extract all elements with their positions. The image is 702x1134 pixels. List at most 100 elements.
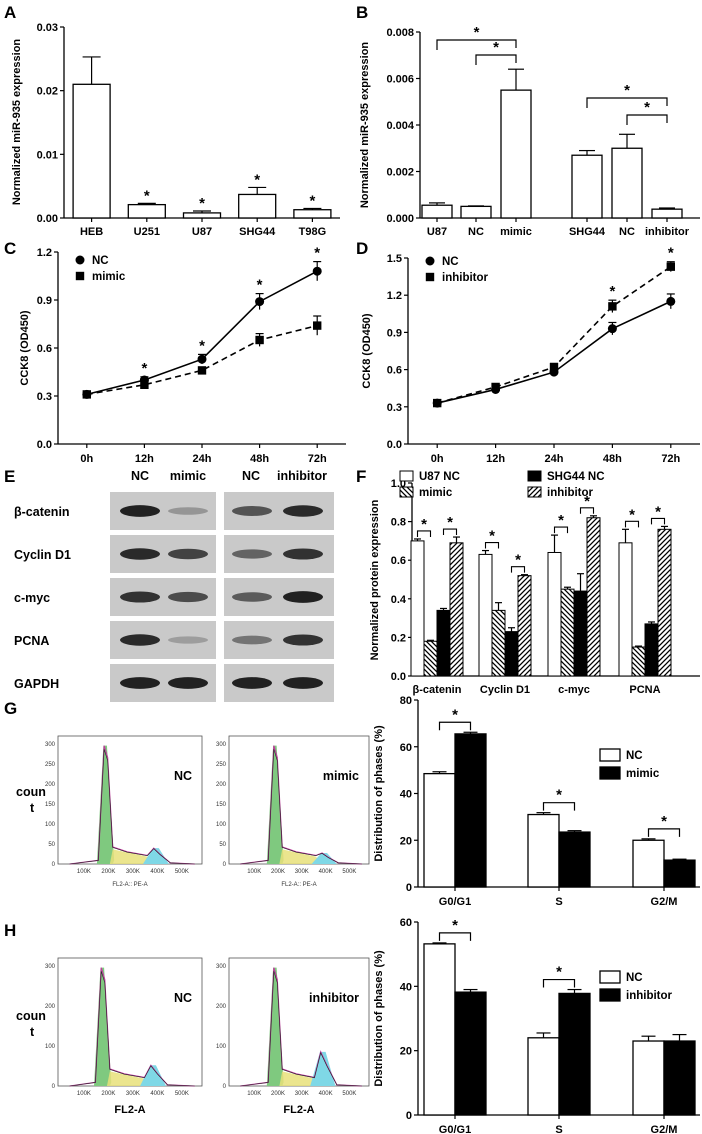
y-axis-title: Normalized miR-935 expression [359, 42, 371, 209]
bar [238, 193, 277, 219]
x-tick-label: 12h [486, 453, 505, 465]
comparison-bracket [579, 507, 595, 514]
histogram-x-tick: 300K [126, 1091, 140, 1097]
bar [454, 733, 487, 888]
y-tick-label: 0.8 [391, 517, 406, 529]
x-tick-label: S [555, 1124, 562, 1134]
blot-band [283, 634, 323, 646]
data-point [608, 302, 617, 311]
x-tick-label: inhibitor [645, 226, 690, 238]
histogram-frame [57, 957, 203, 1087]
histogram-x-tick: 500K [175, 1091, 189, 1097]
legend-marker [75, 271, 85, 281]
histogram-y-tick: 300 [45, 742, 56, 748]
significance-star: * [489, 528, 495, 545]
y-tick-label: 80 [400, 695, 412, 707]
bar [573, 590, 588, 677]
s-phase-fill [109, 849, 155, 864]
histogram-label: inhibitor [309, 991, 359, 1005]
data-point [197, 354, 207, 364]
y-tick-label: 0.0 [37, 439, 52, 451]
x-tick-label: G0/G1 [439, 1124, 471, 1134]
y-axis-title: Distribution of phases (%) [373, 725, 385, 862]
blot-band [232, 549, 272, 559]
x-tick-label: 72h [661, 453, 680, 465]
blot-band [168, 591, 208, 603]
histogram-y-tick: 100 [45, 1044, 56, 1050]
bar [527, 1037, 560, 1116]
significance-star: * [314, 245, 320, 262]
bar [657, 528, 672, 677]
histogram-y-tick: 50 [219, 842, 226, 848]
significance-star: * [447, 514, 453, 531]
x-tick-label: 24h [193, 453, 212, 465]
significance-star: * [474, 24, 480, 41]
comparison-bracket [542, 802, 576, 811]
histogram-x-title: FL2-A:: PE-A [112, 882, 147, 888]
histogram-y-tick: 50 [48, 842, 55, 848]
y-axis-title: Normalized miR-935 expression [11, 39, 23, 206]
histogram-x-title: FL2-A [114, 1104, 145, 1116]
histogram-y-tick: 250 [216, 762, 227, 768]
y-tick-label: 0.00 [37, 213, 58, 225]
comparison-bracket [647, 828, 681, 837]
significance-star: * [644, 99, 650, 116]
x-tick-label: G2/M [651, 1124, 678, 1134]
histogram-x-tick: 100K [77, 869, 91, 875]
panel-letter-f: F [356, 467, 366, 486]
x-tick-label: U87 [192, 226, 212, 238]
legend-label: inhibitor [626, 990, 673, 1002]
x-tick-label: c-myc [558, 684, 590, 696]
data-point [312, 266, 322, 276]
significance-star: * [452, 917, 458, 934]
blot-row-label: GAPDH [14, 677, 59, 691]
legend-swatch [527, 486, 542, 498]
data-point [197, 366, 207, 375]
legend-label: U87 NC [419, 471, 460, 483]
histogram-frame [57, 735, 203, 865]
histogram-x-tick: 100K [77, 1091, 91, 1097]
x-tick-label: S [555, 896, 562, 908]
data-point [666, 296, 676, 306]
bar [611, 147, 643, 219]
legend-swatch [599, 766, 621, 780]
y-tick-label: 20 [400, 1046, 412, 1058]
y-tick-label: 0.008 [386, 27, 414, 39]
x-tick-label: T98G [299, 226, 327, 238]
y-tick-label: 0 [406, 882, 412, 894]
bar [423, 640, 438, 677]
significance-star: * [254, 171, 260, 188]
histogram-x-tick: 200K [271, 1091, 285, 1097]
bar [491, 609, 506, 677]
legend-swatch [599, 748, 621, 762]
histogram-y-tick: 300 [216, 742, 227, 748]
western-blot-panel: NC mimic NC inhibitor β-catenin Cyclin D1 c-my… [14, 469, 334, 702]
legend-label: mimic [92, 271, 126, 283]
legend-marker [425, 256, 435, 266]
y-axis-title: Distribution of phases (%) [373, 950, 385, 1087]
blot-band [168, 548, 208, 560]
chart-h: 0 20 40 60 Distribution of phases (%) G0/G1 * S… [373, 917, 700, 1134]
histogram-x-tick: 300K [295, 1091, 309, 1097]
g1-peak-fill [96, 745, 115, 864]
y-tick-label: 40 [400, 981, 412, 993]
y-tick-label: 0.02 [37, 86, 58, 98]
data-point [255, 297, 265, 307]
histogram-y-tick: 200 [45, 1004, 56, 1010]
x-tick-label: 0h [431, 453, 444, 465]
panel-letter-b: B [356, 3, 368, 22]
comparison-bracket [650, 517, 666, 525]
histogram-y-tick: 0 [52, 1084, 56, 1090]
histogram-y-tick: 250 [45, 762, 56, 768]
blot-band [232, 635, 272, 645]
s-phase-fill [279, 849, 323, 864]
y-tick-label: 0.9 [387, 327, 402, 339]
bar [586, 517, 601, 677]
blot-band [232, 506, 272, 516]
y-tick-label: 0 [406, 1110, 412, 1122]
chart-g: 0 20 40 60 80 Distribution of phases (%) G0/G1… [373, 695, 700, 908]
legend-marker [425, 272, 435, 282]
legend-marker [75, 255, 85, 265]
histogram-x-tick: 300K [126, 869, 140, 875]
bar [127, 203, 166, 219]
